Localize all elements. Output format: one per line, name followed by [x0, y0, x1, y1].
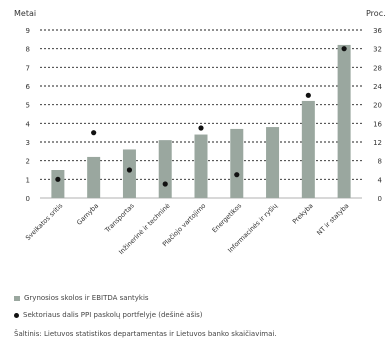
left-tick-label: 4	[26, 120, 31, 128]
bar	[194, 134, 208, 198]
left-axis-label: Metai	[14, 9, 36, 18]
right-axis-label: Proc.	[366, 9, 386, 18]
category-label: Energetikos	[211, 201, 244, 234]
legend-dot: Sektoriaus dalis PPI paskolų portfelyje …	[14, 311, 203, 319]
dot-point	[305, 92, 311, 98]
bar	[158, 140, 172, 198]
dot-point	[91, 130, 97, 136]
category-label: Sveikatos sritis	[24, 201, 65, 242]
bar	[51, 170, 65, 198]
right-tick-labels: 0 4 8 12 16 20 24 28 32 36	[373, 27, 382, 203]
bar	[337, 44, 351, 198]
legend-bar: Grynosios skolos ir EBITDA santykis	[14, 294, 149, 302]
right-tick-label: 16	[373, 120, 382, 128]
bar	[301, 100, 315, 198]
left-tick-label: 5	[26, 102, 30, 110]
legend-dot-label: Sektoriaus dalis PPI paskolų portfelyje …	[23, 311, 203, 319]
source-note: Šaltinis: Lietuvos statistikos departame…	[14, 330, 277, 338]
bar	[87, 156, 101, 198]
left-tick-label: 6	[26, 83, 31, 91]
dot-point	[55, 176, 61, 182]
right-tick-label: 12	[373, 139, 382, 147]
dot-point	[126, 167, 133, 173]
right-tick-label: 4	[378, 176, 383, 184]
category-label: Gamyba	[75, 202, 100, 227]
right-tick-label: 36	[373, 27, 382, 35]
left-tick-labels: 0 1 2 3 4 5 6 7 8 9	[26, 27, 31, 203]
dot-point	[234, 172, 240, 178]
left-tick-label: 7	[26, 64, 30, 72]
left-tick-label: 2	[26, 158, 30, 166]
dots	[55, 46, 347, 187]
right-tick-label: 8	[378, 158, 382, 166]
left-tick-label: 3	[26, 139, 30, 147]
bar	[266, 127, 280, 198]
legend-dot-marker	[14, 312, 19, 318]
left-tick-label: 0	[26, 195, 30, 203]
bar	[122, 149, 136, 198]
dot-point	[341, 46, 347, 52]
dot-point	[162, 181, 168, 187]
category-label: Transportas	[103, 201, 137, 235]
legend-bar-label: Grynosios skolos ir EBITDA santykis	[24, 294, 149, 302]
right-tick-label: 32	[373, 46, 382, 54]
dot-point	[198, 125, 204, 131]
left-tick-label: 8	[26, 46, 30, 54]
right-tick-label: 24	[373, 83, 382, 91]
left-tick-label: 1	[26, 176, 30, 184]
category-labels: Sveikatos sritis Gamyba TransportasInžiner…	[24, 201, 351, 256]
legend-bar-swatch	[14, 295, 20, 301]
category-label: NT ir statyba	[315, 202, 350, 237]
right-tick-label: 20	[373, 102, 382, 110]
right-tick-label: 0	[378, 195, 382, 203]
left-tick-label: 9	[26, 27, 30, 35]
category-label: Prekyba	[291, 202, 315, 226]
right-tick-label: 28	[373, 64, 382, 72]
bars	[51, 44, 351, 198]
bar	[230, 128, 244, 198]
